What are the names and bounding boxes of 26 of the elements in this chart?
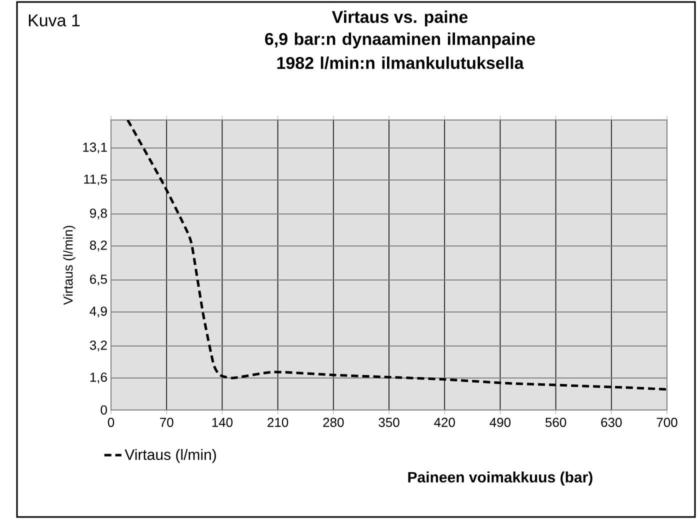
x-tick-label: 0 xyxy=(108,418,114,427)
text: Kuva 1 xyxy=(28,14,80,26)
chart-subtitle: 6,9 bar:n dynaaminen ilmanpaine 1982 l/min:n ilmankulutuksella xyxy=(265,32,535,70)
x-tick-label: 490 xyxy=(490,418,511,427)
x-tick-label: 350 xyxy=(378,418,400,427)
x-tick-label: 280 xyxy=(323,418,344,427)
x-tick-label: 560 xyxy=(545,418,566,427)
y-tick-label: 13,1 xyxy=(83,142,107,154)
y-tick-label: 4,9 xyxy=(90,306,107,318)
x-tick-label: 630 xyxy=(601,418,622,427)
y-tick-label: 11,5 xyxy=(84,174,107,186)
y-axis-title: Virtaus (l/min) xyxy=(63,226,76,305)
y-tick-label: 6,5 xyxy=(90,274,107,286)
x-tick-label: 210 xyxy=(268,418,288,427)
x-tick-label: 700 xyxy=(656,418,678,427)
y-tick-label: 1,6 xyxy=(90,372,107,384)
chart-title: Virtaus vs. paine xyxy=(332,10,468,26)
x-tick-label: 70 xyxy=(160,418,174,427)
y-tick-label: 9,8 xyxy=(90,208,107,220)
x-tick-label: 140 xyxy=(212,418,233,427)
x-axis-title: Paineen voimakkuus (bar) xyxy=(408,472,592,486)
y-tick-label: 8,2 xyxy=(90,240,107,252)
legend-label: Virtaus (l/min) xyxy=(124,448,216,463)
x-tick-label: 420 xyxy=(434,418,455,427)
y-tick-label: 0 xyxy=(100,405,107,415)
y-tick-label: 3,2 xyxy=(90,340,107,352)
